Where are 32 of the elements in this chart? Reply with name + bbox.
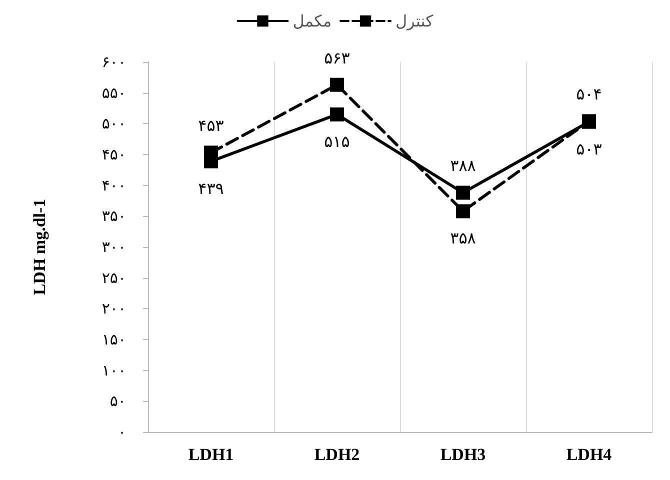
- data-label: ۵۰۴: [576, 84, 602, 104]
- x-tick-label: LDH2: [314, 445, 360, 464]
- point: [456, 204, 470, 218]
- y-tick-label: ۱۵۰: [102, 330, 126, 348]
- y-tick-label: ۳۵۰: [102, 207, 126, 226]
- data-label: ۴۵۳: [198, 116, 224, 136]
- y-tick-label: ۵۰: [110, 392, 126, 410]
- y-tick-label: ۳۰۰: [102, 238, 126, 256]
- x-tick-label: LDH3: [440, 445, 486, 464]
- y-tick-label: ۲۰۰: [102, 300, 126, 318]
- data-label: ۳۵۸: [450, 228, 476, 248]
- point: [456, 186, 470, 200]
- legend-label: کنترل: [396, 12, 434, 30]
- y-tick-label: ۲۵۰: [102, 268, 126, 287]
- y-tick-label: ۰: [118, 423, 126, 441]
- x-tick-label: LDH1: [188, 445, 234, 464]
- y-tick-label: ۴۵۰: [102, 146, 126, 164]
- y-tick-label: ۵۵۰: [102, 84, 126, 102]
- y-tick-label: ۶۰۰: [102, 53, 126, 71]
- y-axis-title: LDH mg.dl-1: [30, 198, 49, 296]
- data-label: ۵۶۳: [324, 48, 350, 68]
- point: [330, 78, 344, 92]
- data-label: ۵۰۳: [576, 139, 602, 158]
- data-label: ۵۱۵: [324, 132, 350, 151]
- y-tick-label: ۵۰۰: [102, 114, 126, 133]
- y-tick-label: ۱۰۰: [102, 361, 126, 380]
- data-label: ۳۸۸: [450, 156, 476, 176]
- point: [330, 107, 344, 122]
- data-label: ۴۳۹: [198, 178, 224, 198]
- y-tick-label: ۴۰۰: [102, 176, 126, 194]
- x-tick-label: LDH4: [566, 445, 612, 464]
- legend-label: مکمل: [292, 12, 332, 30]
